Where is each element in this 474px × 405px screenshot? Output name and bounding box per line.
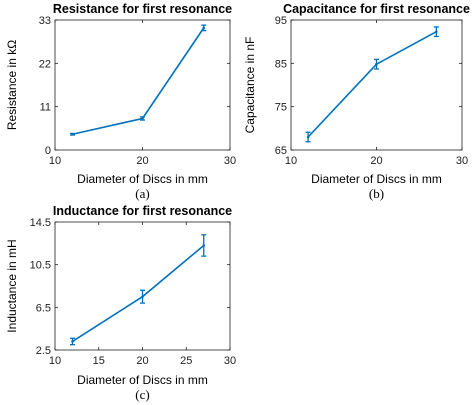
- y-tick-label: 14.5: [30, 217, 51, 229]
- y-tick-label: 75: [275, 102, 287, 114]
- series-line: [72, 27, 205, 136]
- y-tick-label: 11: [40, 102, 51, 114]
- x-tick-label: 30: [456, 155, 468, 167]
- x-tick-label: 20: [136, 355, 148, 367]
- y-tick-label: 95: [275, 15, 287, 27]
- data-point: [71, 340, 74, 343]
- x-tick-label: 30: [224, 155, 236, 167]
- chart-panel-c: Inductance for first resonance 10 15 20 25 30…: [5, 204, 236, 402]
- x-axis-label: Diameter of Discs in mm: [77, 172, 208, 186]
- y-tick-label: 85: [275, 58, 287, 70]
- x-tick-label: 30: [224, 355, 236, 367]
- x-tick-label: 10: [49, 355, 61, 367]
- y-axis-label: Capacitance in nF: [243, 37, 257, 134]
- series-line: [72, 244, 205, 343]
- x-tick-label: 20: [370, 155, 382, 167]
- data-point: [141, 295, 144, 298]
- x-tick-label: 25: [180, 355, 192, 367]
- panel-label: (a): [135, 186, 149, 201]
- data-point: [202, 244, 206, 247]
- x-axis-label: Diameter of Discs in mm: [311, 172, 442, 186]
- y-tick-label: 65: [275, 145, 287, 157]
- data-point: [71, 132, 74, 136]
- data-point: [202, 26, 206, 30]
- chart-title: Inductance for first resonance: [53, 204, 232, 218]
- chart-panel-a: Resistance for first resonance 10 20 30 0 11 2…: [5, 2, 236, 201]
- y-axis-label: Resistance in kΩ: [5, 40, 19, 130]
- chart-title: Capacitance for first resonance: [283, 2, 470, 16]
- chart-panel-b: Capacitance for first resonance 10 20 30 65 7…: [243, 2, 470, 201]
- x-tick-label: 10: [285, 155, 297, 167]
- x-tick-label: 20: [136, 155, 148, 167]
- data-point: [435, 30, 438, 33]
- plot-frame: [54, 19, 231, 151]
- y-tick-label: 2.5: [36, 345, 51, 357]
- x-tick-label: 10: [49, 155, 61, 167]
- y-axis-label: Inductance in mH: [5, 239, 19, 332]
- x-axis-label: Diameter of Discs in mm: [77, 373, 208, 387]
- data-point: [141, 117, 144, 120]
- series-line: [307, 30, 437, 138]
- data-point: [306, 135, 310, 139]
- x-tick-label: 15: [93, 355, 105, 367]
- y-tick-label: 6.5: [36, 302, 51, 314]
- panel-label: (c): [135, 387, 149, 402]
- chart-title: Resistance for first resonance: [53, 2, 232, 16]
- plot-frame: [290, 19, 463, 151]
- panel-label: (b): [369, 186, 384, 201]
- y-tick-label: 0: [45, 145, 51, 157]
- y-tick-label: 10.5: [30, 260, 51, 272]
- data-point: [375, 62, 378, 66]
- y-tick-label: 33: [39, 15, 51, 27]
- y-tick-label: 22: [39, 58, 51, 70]
